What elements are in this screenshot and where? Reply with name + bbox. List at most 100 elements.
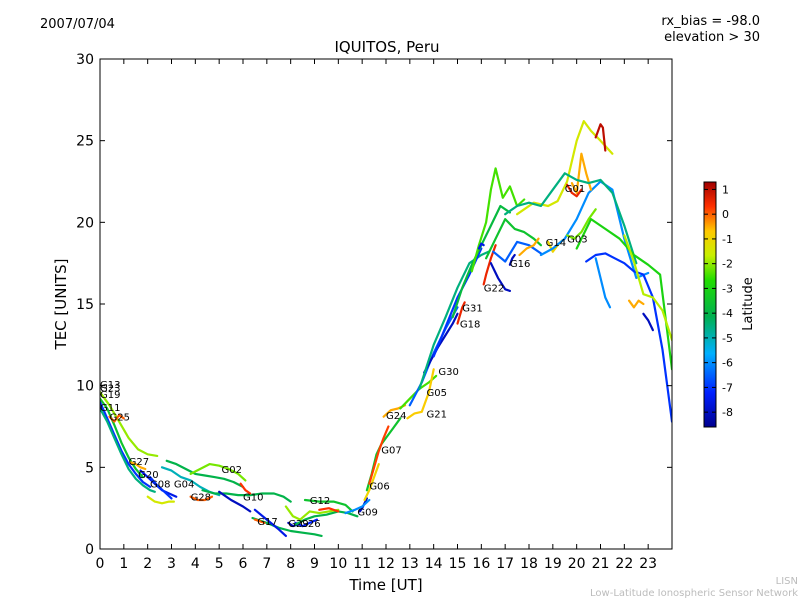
chart-date: 2007/07/04	[40, 17, 115, 32]
colorbar	[703, 181, 717, 428]
satellite-track-g12d	[303, 498, 354, 513]
footer-network-name: Low-Latitude Ionospheric Sensor Network	[590, 588, 798, 599]
satellite-label-g30: G30	[438, 367, 458, 378]
satellite-label-g05: G05	[427, 388, 447, 399]
footer-abbr: LISN	[775, 576, 798, 587]
satellite-track-g16d	[508, 253, 516, 266]
satellite-label-g04: G04	[174, 480, 194, 491]
satellite-label-g01: G01	[565, 184, 585, 195]
satellite-track-g22d	[477, 242, 485, 250]
plot-frame	[99, 58, 673, 550]
satellite-track-g01b	[570, 152, 593, 194]
x-tick-label: 6	[239, 556, 248, 572]
satellite-label-g16: G16	[510, 259, 530, 270]
colorbar-tick-label: 0	[722, 208, 729, 221]
satellite-track-g22b	[470, 167, 526, 273]
satellite-track-g08	[149, 476, 173, 500]
y-axis-label: TEC [UNITS]	[52, 259, 70, 351]
satellite-label-g25: G25	[110, 413, 130, 424]
x-tick-label: 15	[449, 556, 467, 572]
satellite-track-g25	[108, 414, 125, 423]
satellite-label-g23: G23	[100, 383, 120, 394]
satellite-track-g01c	[565, 183, 583, 198]
x-tick-label: 14	[425, 556, 443, 572]
y-tick-label: 5	[85, 460, 94, 476]
colorbar-tick-label: 1	[722, 183, 729, 196]
y-tick-label: 0	[85, 542, 94, 558]
x-tick-label: 13	[401, 556, 419, 572]
y-tick-label: 30	[76, 52, 94, 68]
chart-title: IQUITOS, Peru	[334, 38, 439, 56]
satellite-label-g09: G09	[357, 507, 377, 518]
satellite-track-g32	[504, 172, 638, 265]
x-tick-label: 11	[353, 556, 371, 572]
x-tick-label: 22	[615, 556, 633, 572]
satellite-track-g10	[201, 489, 292, 503]
satellite-track-g03	[539, 180, 650, 279]
colorbar-tick-label: -7	[722, 381, 733, 394]
x-tick-label: 8	[286, 556, 295, 572]
x-tick-label: 9	[310, 556, 319, 572]
x-tick-label: 0	[96, 556, 105, 572]
satellite-track-g31	[418, 250, 490, 390]
satellite-track-g19	[100, 400, 152, 488]
satellite-label-g06: G06	[369, 481, 389, 492]
x-tick-label: 18	[520, 556, 538, 572]
satellite-track-g11	[100, 407, 156, 493]
satellite-track-g07c	[363, 463, 380, 502]
x-tick-label: 5	[215, 556, 224, 572]
satellite-label-g27: G27	[129, 457, 149, 468]
x-tick-label: 1	[119, 556, 128, 572]
satellite-label-g29: G29	[288, 519, 308, 530]
satellite-label-g19: G19	[100, 390, 120, 401]
satellite-track-g10c	[239, 482, 252, 495]
satellite-track-g07b	[368, 425, 390, 485]
satellite-label-g21: G21	[427, 409, 447, 420]
satellite-track-g01	[515, 119, 614, 216]
satellite-track-g02	[189, 463, 247, 482]
satellite-track-g16c	[518, 237, 540, 257]
satellite-track-g01d	[594, 123, 607, 152]
elevation-label: elevation > 30	[664, 30, 760, 45]
colorbar-tick-label: -2	[722, 258, 733, 271]
satellite-label-g18: G18	[460, 320, 480, 331]
satellite-label-g03: G03	[567, 235, 587, 246]
satellite-track-g21	[406, 368, 435, 420]
satellite-track-g16b	[485, 218, 543, 260]
satellite-label-g20: G20	[138, 470, 158, 481]
satellite-label-g12: G12	[310, 496, 330, 507]
x-tick-label: 16	[472, 556, 490, 572]
y-tick-label: 25	[76, 134, 94, 150]
satellite-track-g32b	[585, 252, 672, 423]
colorbar-tick-label: -1	[722, 233, 733, 246]
satellite-track-g17c	[253, 518, 266, 525]
y-tick-label: 20	[76, 215, 94, 231]
satellite-track-g32e	[627, 299, 645, 309]
satellite-track-g22c	[489, 262, 511, 292]
satellite-track-g07a	[165, 459, 245, 488]
x-tick-label: 21	[592, 556, 610, 572]
satellite-label-g10: G10	[243, 493, 263, 504]
satellite-label-g24: G24	[386, 411, 406, 422]
satellite-track-g03b	[565, 208, 597, 240]
satellite-label-g17: G17	[257, 517, 277, 528]
y-tick-label: 15	[76, 297, 94, 313]
colorbar-tick-label: -6	[722, 357, 733, 370]
x-tick-label: 12	[377, 556, 395, 572]
satellite-label-g08: G08	[150, 480, 170, 491]
satellite-label-g07: G07	[381, 445, 401, 456]
satellite-label-g26: G26	[300, 519, 320, 530]
satellite-track-g32d	[623, 234, 672, 341]
satellite-label-g28: G28	[191, 493, 211, 504]
x-tick-label: 2	[143, 556, 152, 572]
colorbar-tick-label: -5	[722, 332, 733, 345]
satellite-track-g27	[129, 461, 147, 471]
x-axis-label: Time [UT]	[348, 576, 422, 594]
satellite-track-g18	[456, 301, 466, 325]
satellite-track-g17b	[253, 508, 287, 538]
satellite-track-g13	[100, 391, 159, 457]
x-tick-label: 7	[262, 556, 271, 572]
satellite-label-g11: G11	[100, 403, 120, 414]
satellite-track-g30b	[423, 312, 459, 374]
